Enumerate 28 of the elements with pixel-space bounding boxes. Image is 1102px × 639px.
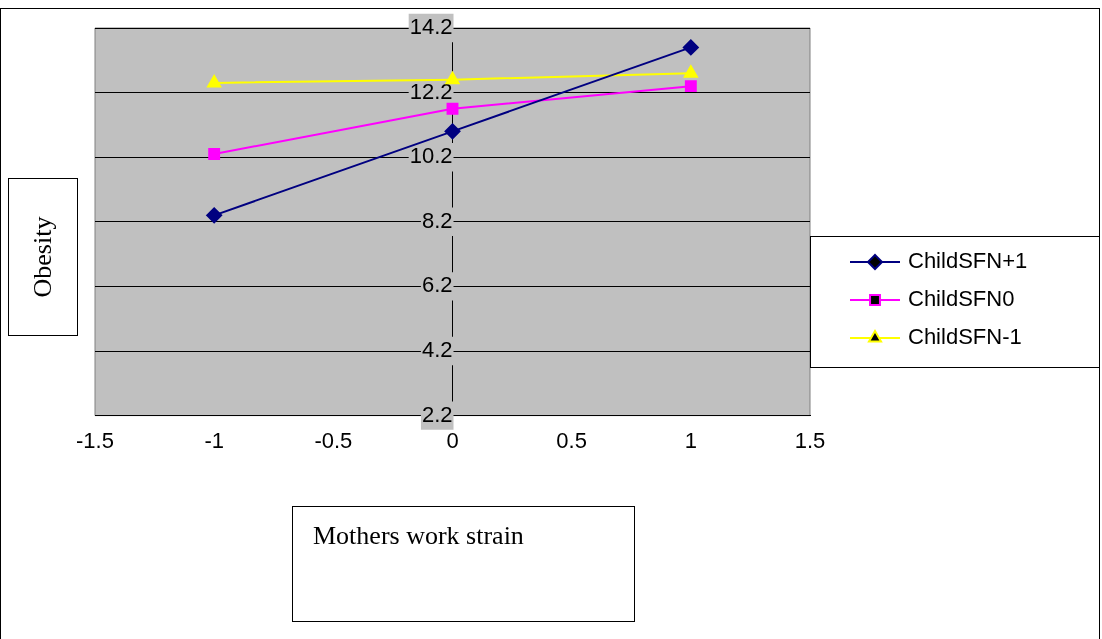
y-tick-label: 6.2 bbox=[421, 272, 453, 298]
x-axis-title: Mothers work strain bbox=[313, 521, 524, 550]
point bbox=[682, 39, 699, 56]
point bbox=[446, 102, 459, 115]
y-tick-label: 8.2 bbox=[421, 207, 453, 233]
y-tick-label: 10.2 bbox=[409, 143, 453, 169]
y-tick-label: 4.2 bbox=[421, 337, 453, 363]
y-tick-label: 12.2 bbox=[409, 78, 453, 104]
x-tick-label: 0 bbox=[446, 427, 459, 453]
point bbox=[208, 148, 221, 160]
y-tick-label: 2.2 bbox=[421, 401, 453, 427]
legend-label: ChildSFN0 bbox=[908, 286, 1015, 312]
point bbox=[206, 207, 223, 224]
point bbox=[683, 65, 698, 78]
point bbox=[444, 123, 461, 140]
x-tick-label: -0.5 bbox=[314, 427, 353, 453]
legend-label: ChildSFN-1 bbox=[908, 324, 1022, 350]
x-tick-label: 1 bbox=[684, 427, 697, 453]
point bbox=[207, 74, 222, 88]
legend-label: ChildSFN+1 bbox=[908, 248, 1028, 274]
point bbox=[684, 80, 697, 93]
x-tick-label: 0.5 bbox=[556, 427, 587, 453]
point bbox=[445, 71, 460, 85]
y-axis-title: Obesity bbox=[28, 216, 58, 298]
x-tick-label: 1.5 bbox=[794, 427, 826, 453]
x-tick-label: -1.5 bbox=[76, 427, 114, 453]
x-tick-label: -1 bbox=[204, 427, 224, 453]
y-tick-label: 14.2 bbox=[409, 14, 453, 40]
